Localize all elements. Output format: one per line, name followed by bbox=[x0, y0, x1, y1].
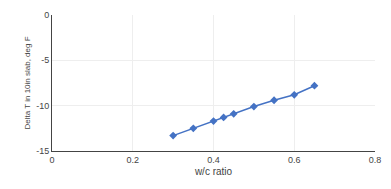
svg-text:0: 0 bbox=[49, 155, 54, 165]
svg-text:w/c ratio: w/c ratio bbox=[194, 166, 233, 177]
svg-text:-15: -15 bbox=[36, 146, 49, 156]
svg-text:-5: -5 bbox=[41, 55, 49, 65]
svg-text:0: 0 bbox=[44, 10, 49, 20]
svg-text:0.4: 0.4 bbox=[207, 155, 220, 165]
svg-text:0.2: 0.2 bbox=[126, 155, 139, 165]
svg-text:Delta T in 10in slab, deg F: Delta T in 10in slab, deg F bbox=[23, 36, 32, 129]
svg-text:0.6: 0.6 bbox=[288, 155, 301, 165]
svg-text:-10: -10 bbox=[36, 101, 49, 111]
svg-text:0.8: 0.8 bbox=[369, 155, 382, 165]
